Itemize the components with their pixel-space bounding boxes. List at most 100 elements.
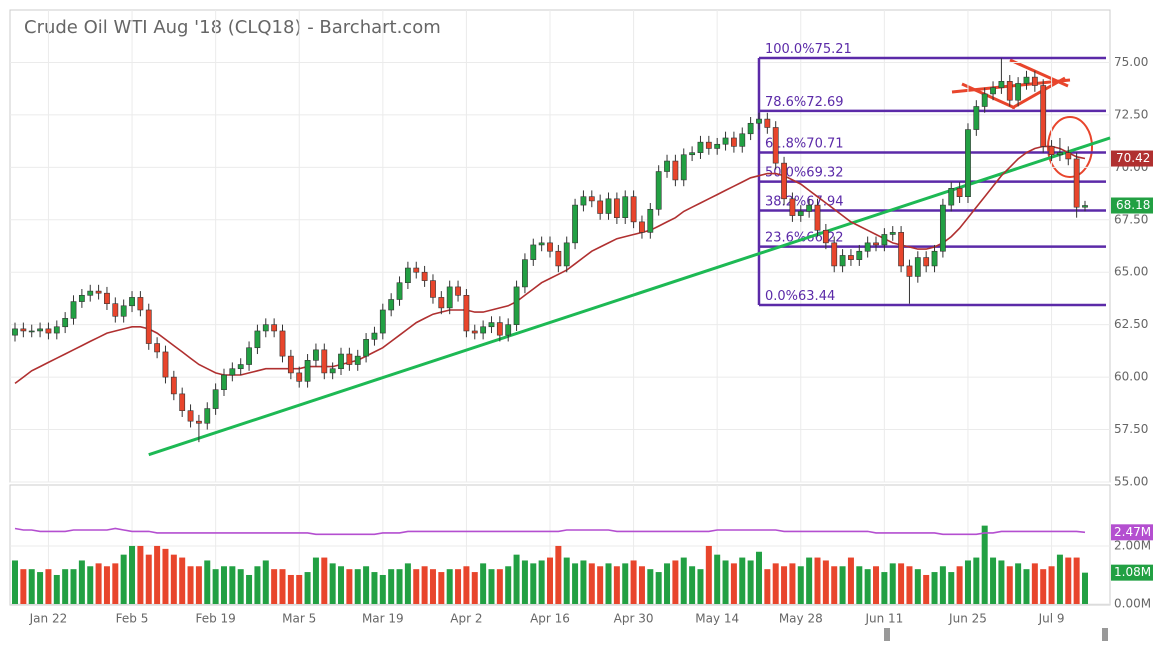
- x-tick-label: Mar 19: [362, 612, 404, 626]
- candle-body: [739, 133, 746, 147]
- volume-bar: [772, 563, 779, 604]
- volume-bar: [279, 569, 286, 604]
- candle-body: [229, 368, 236, 376]
- candle-body: [948, 188, 955, 206]
- candle-body: [981, 93, 988, 107]
- volume-bar: [212, 569, 219, 604]
- price-tag-label: 70.42: [1116, 151, 1150, 165]
- volume-bar: [881, 572, 888, 604]
- fib-percent: 78.6%: [765, 94, 806, 109]
- candle-body: [639, 221, 645, 233]
- volume-bar: [1065, 557, 1072, 604]
- volume-bar: [705, 545, 712, 604]
- volume-bar: [605, 563, 612, 604]
- volume-bar: [429, 569, 436, 604]
- volume-bar: [647, 569, 654, 604]
- volume-bar: [1006, 566, 1013, 604]
- volume-bar: [956, 566, 963, 604]
- volume-bar: [229, 566, 236, 604]
- scroll-handle[interactable]: [884, 628, 890, 641]
- candle-body: [1040, 85, 1047, 147]
- volume-bar: [488, 569, 495, 604]
- candle-body: [254, 330, 261, 349]
- candle-body: [555, 250, 562, 267]
- candle-body: [162, 351, 169, 378]
- candle-body: [939, 204, 946, 252]
- candle-body: [179, 393, 186, 411]
- volume-bar: [797, 566, 804, 604]
- candle-body: [154, 343, 161, 353]
- candle-body: [329, 368, 336, 374]
- candle-body: [346, 353, 353, 365]
- volume-bar: [572, 563, 579, 604]
- volume-bar: [287, 574, 294, 604]
- candle-body: [580, 196, 587, 206]
- candle-body: [204, 408, 211, 424]
- candle-body: [756, 118, 762, 124]
- candle-body: [822, 229, 829, 244]
- volume-bar: [789, 563, 796, 604]
- volume-bar: [906, 566, 913, 604]
- volume-bar: [120, 554, 127, 604]
- scroll-handle[interactable]: [1102, 628, 1108, 641]
- volume-bar: [672, 560, 679, 604]
- volume-bar: [404, 563, 411, 604]
- candle-body: [513, 286, 520, 325]
- fib-label: 78.6%72.69: [765, 94, 844, 109]
- candle-body: [572, 204, 578, 244]
- candle-body: [806, 204, 813, 212]
- volume-bar: [204, 560, 211, 604]
- candle-body: [371, 332, 378, 340]
- volume-bar: [480, 563, 487, 604]
- y-tick-label: 0.00M: [1114, 597, 1151, 611]
- fib-value: 69.32: [806, 165, 843, 180]
- volume-bar: [764, 569, 771, 604]
- candle-body: [889, 232, 896, 235]
- volume-bar: [755, 551, 762, 604]
- volume-bar: [914, 569, 921, 604]
- candle-body: [873, 242, 879, 246]
- candle-body: [973, 106, 980, 130]
- candle-body: [864, 242, 871, 252]
- candle-body: [547, 242, 553, 252]
- candle-body: [522, 259, 528, 288]
- volume-bar: [220, 566, 227, 604]
- volume-tag-label: 1.08M: [1114, 565, 1151, 579]
- candle-body: [538, 242, 545, 246]
- y-tick-label: 62.50: [1114, 317, 1148, 331]
- volume-bar: [87, 566, 94, 604]
- fib-percent: 61.8%: [765, 136, 806, 151]
- candle-body: [480, 326, 487, 334]
- volume-bar: [363, 566, 370, 604]
- candle-body: [597, 200, 604, 214]
- candle-body: [705, 141, 712, 149]
- volume-bar: [296, 574, 303, 604]
- volume-bar: [856, 566, 863, 604]
- y-tick-label: 55.00: [1114, 475, 1148, 489]
- x-tick-label: May 28: [779, 612, 823, 626]
- volume-bar: [471, 572, 478, 604]
- y-tick-label: 57.50: [1114, 422, 1148, 436]
- candle-body: [881, 234, 888, 246]
- candle-body: [28, 330, 35, 333]
- fib-percent: 23.6%: [765, 230, 806, 245]
- volume-bar: [981, 525, 988, 604]
- volume-bar: [1048, 566, 1055, 604]
- candle-body: [923, 257, 930, 267]
- candle-body: [287, 355, 294, 374]
- volume-bar: [622, 563, 629, 604]
- candle-body: [655, 171, 662, 210]
- candle-body: [145, 309, 152, 344]
- volume-bar: [137, 545, 144, 604]
- annotation-line: [961, 82, 1016, 110]
- volume-bar: [438, 572, 445, 604]
- candle-body: [1057, 152, 1063, 156]
- volume-bar: [145, 554, 152, 604]
- volume-bar: [898, 563, 905, 604]
- volume-bar: [806, 557, 813, 604]
- candle-body: [588, 196, 595, 202]
- volume-bar: [538, 560, 545, 604]
- candle-body: [605, 198, 612, 214]
- candle-body: [120, 305, 127, 317]
- fib-value: 63.44: [798, 288, 835, 303]
